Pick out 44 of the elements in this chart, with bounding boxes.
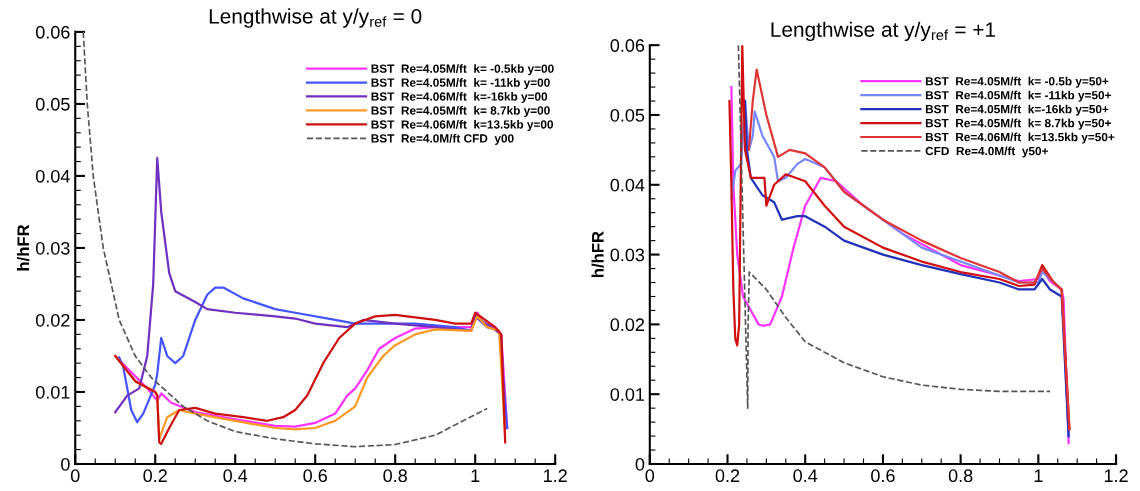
y-tick-label: 0 (61, 457, 70, 471)
y-tick-label: 0.06 (35, 25, 70, 39)
x-tick-label: 0.2 (143, 469, 167, 483)
y-tick-label: 0.06 (610, 39, 645, 52)
x-tick-label: 0 (645, 469, 655, 483)
x-tick-label: 0.4 (223, 469, 248, 483)
y-tick-label: 0.04 (35, 169, 70, 183)
legend-label: BST Re=4.06M/ft k=13.5kb y=00 (371, 119, 554, 131)
y-tick-label: 0.03 (610, 248, 645, 262)
y-axis-title: h/hFR (16, 224, 30, 271)
x-tick-label: 0.4 (793, 469, 818, 483)
x-tick-label: 1 (471, 469, 480, 482)
y-tick-label: 0.01 (35, 385, 70, 399)
y-tick-label: 0.05 (610, 108, 645, 122)
legend-label: BST Re=4.05M/ft k= -11kb y=00 (371, 78, 550, 90)
x-tick-label: 1.2 (544, 469, 567, 482)
y-axis-title: h/hFR (591, 231, 604, 278)
y-tick-label: 0.01 (610, 388, 645, 401)
x-tick-label: 0.8 (383, 469, 407, 483)
legend-label: BST Re=4.05M/ft k= -11kb y=50+ (925, 90, 1112, 102)
legend-label: CFD Re=4.0M/ft y50+ (925, 146, 1048, 158)
x-tick-label: 1.2 (1104, 469, 1128, 482)
legend-label: BST Re=4.05M/ft k= -0.5b y=50+ (925, 76, 1109, 88)
x-tick-label: 0.6 (871, 469, 895, 483)
x-tick-label: 0.6 (303, 469, 327, 483)
x-tick-label: 0.2 (715, 469, 740, 483)
y-tick-label: 0.04 (610, 178, 645, 192)
y-tick-label: 0.05 (35, 97, 70, 111)
y-tick-label: 0 (635, 457, 645, 471)
x-tick-label: 1 (1034, 469, 1043, 482)
legend-label: BST Re=4.06M/ft k=13.5kb y=50+ (925, 132, 1115, 144)
chart-title: Lengthwise at y/y$_{ref}$ = 0 (209, 8, 422, 28)
y-tick-label: 0.02 (35, 313, 70, 327)
x-tick-label: 0 (70, 469, 80, 483)
legend-label: BST Re=4.06M/ft k=-16kb y=00 (371, 92, 548, 104)
y-tick-label: 0.03 (35, 241, 70, 255)
y-tick-label: 0.02 (610, 318, 645, 332)
legend-label: BST Re=4.05M/ft k=-16kb y=50+ (925, 104, 1109, 116)
legend-label: BST Re=4.05M/ft k= 8.7kb y=50+ (925, 118, 1111, 130)
x-tick-label: 0.8 (948, 469, 973, 483)
legend-label: BST Re=4.05M/ft k= -0.5kb y=00 (371, 64, 554, 76)
legend-label: BST Re=4.05M/ft k= 8.7kb y=00 (371, 106, 550, 118)
chart-title: Lengthwise at y/y$_{ref}$ = +1 (771, 21, 996, 42)
legend-label: BST Re=4.0M/ft CFD y00 (371, 133, 514, 145)
